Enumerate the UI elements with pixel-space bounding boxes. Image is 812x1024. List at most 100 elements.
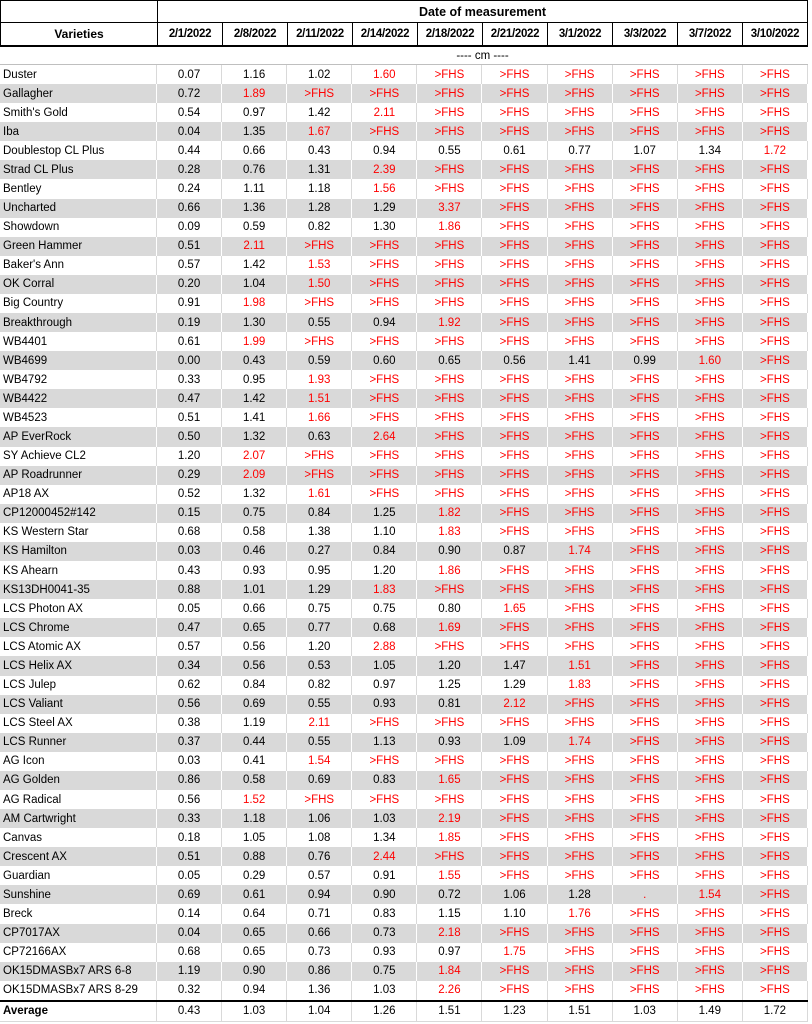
measurement-cell[interactable]: >FHS bbox=[482, 580, 548, 600]
measurement-cell[interactable]: >FHS bbox=[743, 484, 808, 504]
varieties-header[interactable]: Varieties bbox=[1, 23, 158, 45]
measurement-cell[interactable]: >FHS bbox=[548, 465, 613, 485]
measurement-cell[interactable]: 1.03 bbox=[352, 809, 418, 829]
measurement-cell[interactable]: >FHS bbox=[548, 179, 613, 199]
measurement-cell[interactable]: >FHS bbox=[548, 332, 613, 352]
measurement-cell[interactable]: >FHS bbox=[678, 408, 743, 428]
measurement-cell[interactable]: >FHS bbox=[417, 446, 483, 466]
measurement-cell[interactable]: 2.19 bbox=[417, 809, 483, 829]
measurement-cell[interactable]: >FHS bbox=[743, 713, 808, 733]
measurement-cell[interactable]: 0.88 bbox=[157, 580, 223, 600]
variety-name-cell[interactable]: AP Roadrunner bbox=[0, 465, 157, 485]
measurement-cell[interactable]: 0.58 bbox=[222, 770, 288, 790]
variety-name-cell[interactable]: OK15DMASBx7 ARS 6-8 bbox=[0, 961, 157, 981]
measurement-cell[interactable]: >FHS bbox=[548, 599, 613, 619]
measurement-cell[interactable]: >FHS bbox=[613, 122, 678, 142]
measurement-cell[interactable]: >FHS bbox=[482, 751, 548, 771]
measurement-cell[interactable]: >FHS bbox=[482, 561, 548, 581]
variety-name-cell[interactable]: Breck bbox=[0, 904, 157, 924]
measurement-cell[interactable]: 1.60 bbox=[678, 351, 743, 371]
measurement-cell[interactable]: >FHS bbox=[678, 656, 743, 676]
measurement-cell[interactable]: >FHS bbox=[352, 122, 418, 142]
measurement-cell[interactable]: >FHS bbox=[352, 408, 418, 428]
measurement-cell[interactable]: >FHS bbox=[417, 370, 483, 390]
measurement-cell[interactable]: >FHS bbox=[482, 847, 548, 867]
measurement-cell[interactable]: >FHS bbox=[743, 389, 808, 409]
measurement-cell[interactable]: 0.03 bbox=[157, 541, 223, 562]
measurement-cell[interactable]: 0.68 bbox=[352, 618, 418, 638]
measurement-cell[interactable]: 0.59 bbox=[287, 351, 353, 371]
measurement-cell[interactable]: >FHS bbox=[743, 847, 808, 867]
measurement-cell[interactable]: >FHS bbox=[482, 789, 548, 810]
measurement-cell[interactable]: 2.07 bbox=[222, 446, 288, 466]
measurement-cell[interactable]: 0.24 bbox=[157, 179, 223, 199]
measurement-cell[interactable]: 0.55 bbox=[287, 694, 353, 714]
measurement-cell[interactable]: >FHS bbox=[548, 389, 613, 409]
measurement-cell[interactable]: 0.63 bbox=[287, 427, 353, 447]
measurement-cell[interactable]: >FHS bbox=[743, 770, 808, 790]
measurement-cell[interactable]: 1.25 bbox=[352, 503, 418, 523]
measurement-cell[interactable]: 0.54 bbox=[157, 103, 223, 123]
measurement-cell[interactable]: 0.55 bbox=[287, 313, 353, 333]
measurement-cell[interactable]: >FHS bbox=[743, 961, 808, 981]
measurement-cell[interactable]: 1.75 bbox=[482, 942, 548, 962]
measurement-cell[interactable]: >FHS bbox=[482, 637, 548, 657]
measurement-cell[interactable]: >FHS bbox=[678, 942, 743, 962]
measurement-cell[interactable]: >FHS bbox=[613, 599, 678, 619]
measurement-cell[interactable]: 0.34 bbox=[157, 656, 223, 676]
measurement-cell[interactable]: >FHS bbox=[482, 446, 548, 466]
measurement-cell[interactable]: 0.65 bbox=[222, 942, 288, 962]
measurement-cell[interactable]: >FHS bbox=[482, 274, 548, 294]
measurement-cell[interactable]: 0.65 bbox=[417, 351, 483, 371]
measurement-cell[interactable]: >FHS bbox=[417, 179, 483, 199]
measurement-cell[interactable]: >FHS bbox=[678, 370, 743, 390]
measurement-cell[interactable]: >FHS bbox=[613, 541, 678, 562]
measurement-cell[interactable]: >FHS bbox=[548, 236, 613, 256]
measurement-cell[interactable]: >FHS bbox=[417, 236, 483, 256]
measurement-cell[interactable]: >FHS bbox=[743, 751, 808, 771]
measurement-cell[interactable]: >FHS bbox=[743, 427, 808, 447]
measurement-cell[interactable]: 1.10 bbox=[352, 522, 418, 542]
measurement-cell[interactable]: >FHS bbox=[417, 65, 483, 85]
measurement-cell[interactable]: 0.20 bbox=[157, 274, 223, 294]
unit-label[interactable]: ---- cm ---- bbox=[456, 49, 509, 62]
measurement-cell[interactable]: >FHS bbox=[482, 713, 548, 733]
measurement-cell[interactable]: >FHS bbox=[548, 809, 613, 829]
measurement-cell[interactable]: >FHS bbox=[482, 236, 548, 256]
measurement-cell[interactable]: >FHS bbox=[678, 389, 743, 409]
measurement-cell[interactable]: >FHS bbox=[743, 446, 808, 466]
measurement-cell[interactable]: 1.31 bbox=[287, 160, 353, 180]
measurement-cell[interactable]: 0.94 bbox=[222, 980, 288, 1000]
measurement-cell[interactable]: >FHS bbox=[548, 522, 613, 542]
measurement-cell[interactable]: 0.41 bbox=[222, 751, 288, 771]
measurement-cell[interactable]: 2.64 bbox=[352, 427, 418, 447]
measurement-cell[interactable]: 0.69 bbox=[222, 694, 288, 714]
measurement-cell[interactable]: >FHS bbox=[417, 484, 483, 504]
measurement-cell[interactable]: 1.76 bbox=[548, 904, 613, 924]
measurement-cell[interactable]: 1.42 bbox=[222, 389, 288, 409]
measurement-cell[interactable]: 0.93 bbox=[417, 732, 483, 752]
measurement-cell[interactable]: >FHS bbox=[548, 293, 613, 314]
measurement-cell[interactable]: 1.83 bbox=[417, 522, 483, 542]
measurement-cell[interactable]: >FHS bbox=[548, 503, 613, 523]
measurement-cell[interactable]: >FHS bbox=[352, 484, 418, 504]
measurement-cell[interactable]: 0.75 bbox=[287, 599, 353, 619]
measurement-cell[interactable]: 1.34 bbox=[678, 141, 743, 161]
measurement-cell[interactable]: >FHS bbox=[287, 446, 353, 466]
measurement-cell[interactable]: >FHS bbox=[482, 828, 548, 848]
measurement-cell[interactable]: >FHS bbox=[613, 618, 678, 638]
measurement-cell[interactable]: >FHS bbox=[678, 84, 743, 104]
measurement-cell[interactable]: >FHS bbox=[352, 84, 418, 104]
measurement-cell[interactable]: 0.56 bbox=[482, 351, 548, 371]
measurement-cell[interactable]: 0.77 bbox=[548, 141, 613, 161]
measurement-cell[interactable]: >FHS bbox=[548, 828, 613, 848]
measurement-cell[interactable]: >FHS bbox=[743, 980, 808, 1000]
column-header-date[interactable]: 2/11/2022 bbox=[288, 23, 353, 45]
measurement-cell[interactable]: 1.82 bbox=[417, 503, 483, 523]
measurement-cell[interactable]: >FHS bbox=[548, 847, 613, 867]
variety-name-cell[interactable]: OK15DMASBx7 ARS 8-29 bbox=[0, 980, 157, 1000]
measurement-cell[interactable]: >FHS bbox=[352, 465, 418, 485]
variety-name-cell[interactable]: Green Hammer bbox=[0, 236, 157, 256]
measurement-cell[interactable]: 0.29 bbox=[222, 866, 288, 886]
measurement-cell[interactable]: >FHS bbox=[548, 217, 613, 237]
